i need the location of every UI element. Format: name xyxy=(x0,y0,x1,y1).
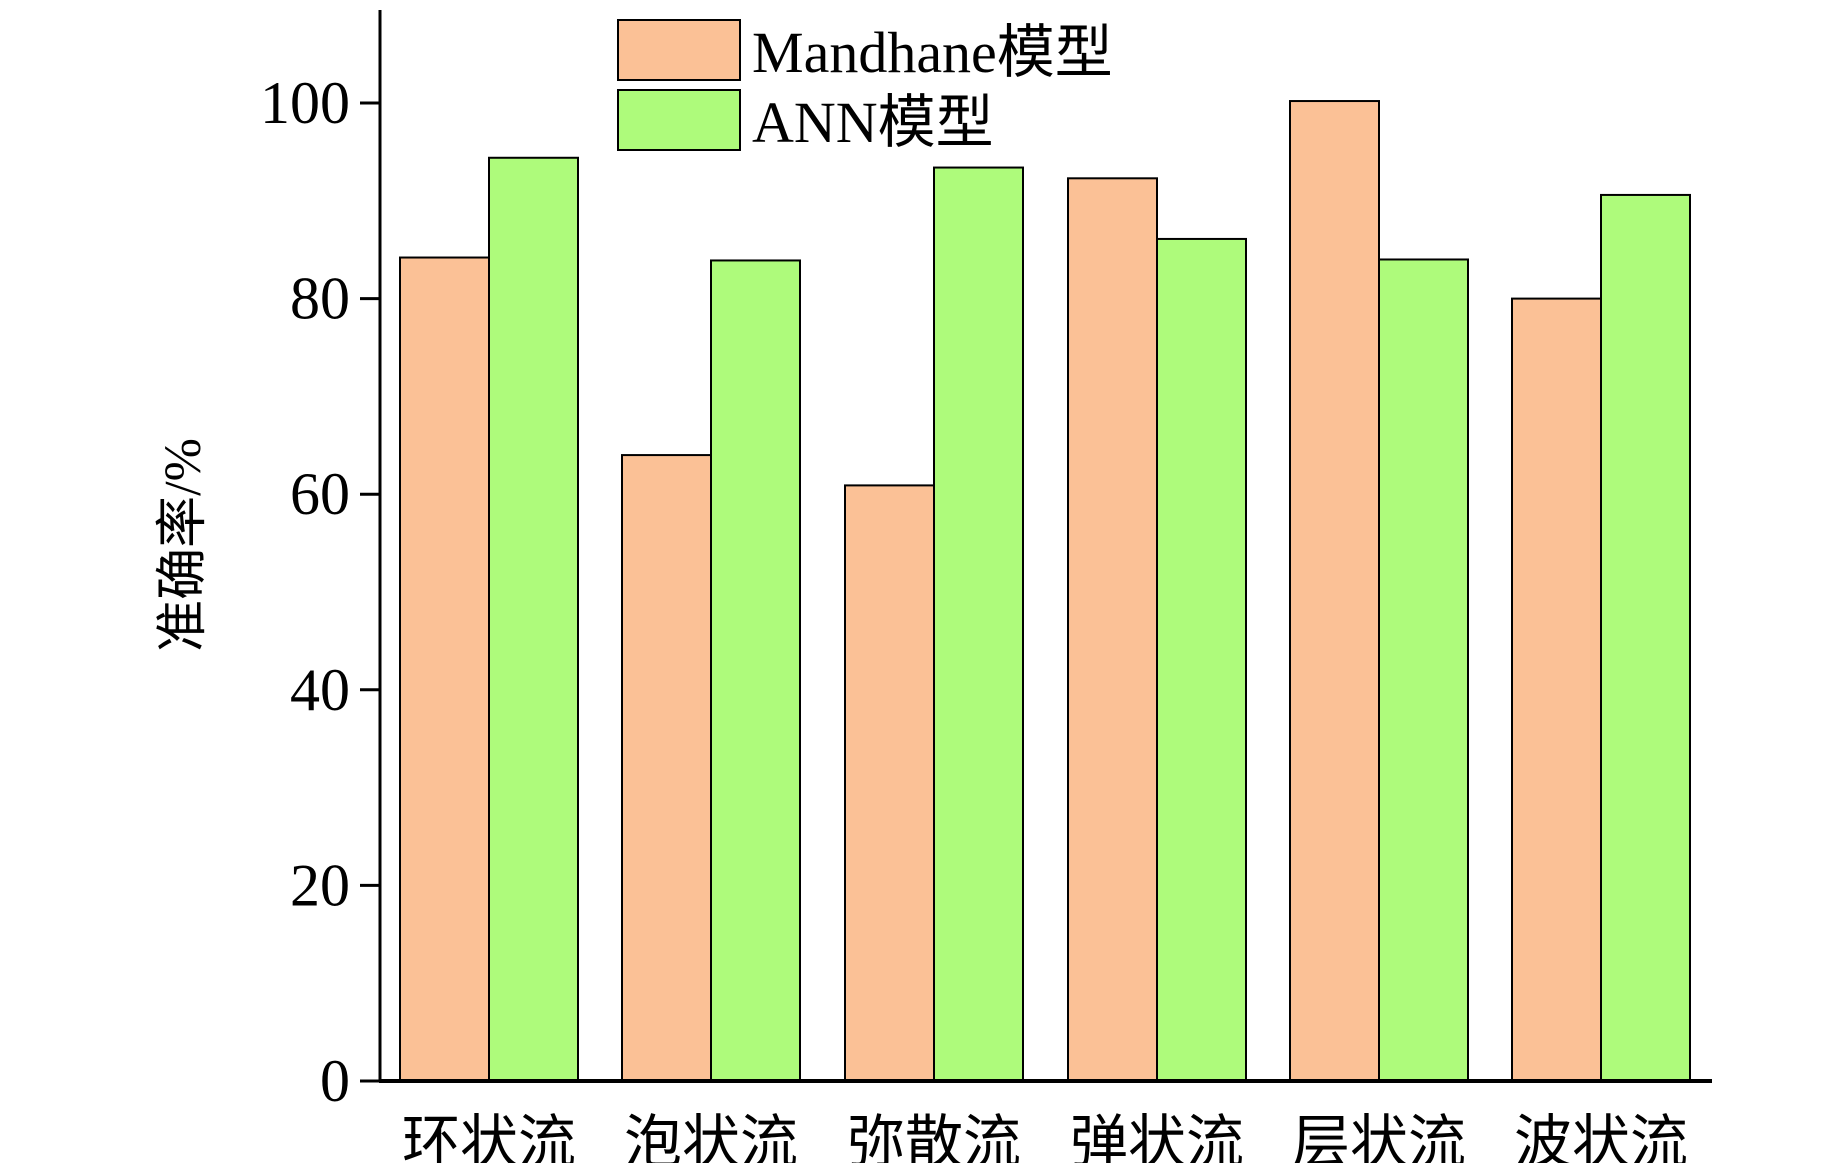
legend-label-ann: ANN模型 xyxy=(752,90,994,155)
axes-layer xyxy=(378,10,1712,1083)
bar-ann-1 xyxy=(710,259,801,1082)
x-category-label-1: 泡状流 xyxy=(624,1110,798,1163)
x-category-label-3: 弹状流 xyxy=(1070,1110,1244,1163)
bar-mandhane-1 xyxy=(621,454,712,1082)
y-tick-label-100: 100 xyxy=(260,70,350,136)
bar-ann-2 xyxy=(933,166,1024,1083)
y-axis-label: 准确率/% xyxy=(155,438,212,652)
bar-ann-4 xyxy=(1378,258,1469,1083)
bar-ann-3 xyxy=(1156,237,1247,1082)
y-tick-label-80: 80 xyxy=(290,266,350,332)
x-category-label-2: 弥散流 xyxy=(847,1110,1021,1163)
bar-ann-5 xyxy=(1600,193,1691,1082)
y-tick-label-40: 40 xyxy=(290,657,350,723)
bar-mandhane-4 xyxy=(1289,100,1380,1082)
bar-ann-0 xyxy=(488,156,579,1082)
y-tick-label-20: 20 xyxy=(290,852,350,918)
x-category-label-0: 环状流 xyxy=(402,1110,576,1163)
y-tick-label-0: 0 xyxy=(320,1048,350,1114)
legend-label-mandhane: Mandhane模型 xyxy=(752,20,1113,85)
y-tick-label-60: 60 xyxy=(290,461,350,527)
bar-mandhane-2 xyxy=(844,484,935,1082)
bar-mandhane-5 xyxy=(1511,297,1602,1083)
legend-swatch-mandhane xyxy=(617,19,741,81)
ticks-layer: 0 20 40 60 80 100 xyxy=(260,70,380,1114)
x-category-label-5: 波状流 xyxy=(1514,1110,1688,1163)
bar-mandhane-0 xyxy=(399,256,490,1082)
bars-layer xyxy=(399,100,1691,1083)
x-category-label-4: 层状流 xyxy=(1292,1110,1466,1163)
bar-mandhane-3 xyxy=(1067,177,1158,1082)
legend-swatch-ann xyxy=(617,89,741,151)
labels-layer: 环状流 泡状流 弥散流 弹状流 层状流 波状流 准确率/% xyxy=(155,438,1688,1168)
